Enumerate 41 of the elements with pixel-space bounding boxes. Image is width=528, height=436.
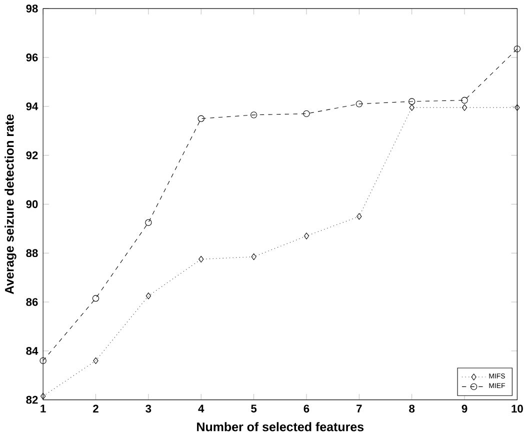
x-tick-label: 3 [146,404,152,413]
x-tick-label: 5 [251,404,257,413]
x-tick-label: 7 [356,404,362,412]
y-tick-label: 84 [26,347,38,355]
y-tick-label: 92 [26,151,38,160]
y-tick-label: 98 [26,4,38,13]
x-tick-label: 1 [40,404,46,412]
y-tick-label: 96 [26,54,38,62]
point [461,96,468,104]
point [40,357,46,364]
point [40,392,46,400]
y-tick-label: 88 [26,249,38,258]
x-tick-label: 9 [462,404,468,413]
x-tick-label: 4 [198,404,204,412]
point [93,357,98,364]
x-tick-label: 2 [93,404,98,413]
point [198,256,204,263]
point [409,104,414,111]
x-tick-label: 6 [304,404,310,413]
point [356,213,362,220]
point [514,46,521,52]
x-tick-label: 10 [512,404,523,413]
y-tick-label: 90 [26,200,38,208]
y-axis-title: Average seizure detection rate [4,114,16,294]
y-tick-label: 94 [26,102,38,110]
y-tick-label: 86 [26,298,38,306]
point [408,98,416,105]
point [514,104,520,111]
point [303,110,310,118]
y-tick-label: 82 [26,396,38,404]
point [304,232,310,240]
point [462,104,468,111]
point [250,112,258,118]
x-axis-title: Number of selected features [197,422,364,432]
point [92,295,100,302]
point [145,219,152,226]
x-tick-label: 8 [409,404,415,413]
point [356,100,362,108]
point [198,115,204,122]
point [251,253,256,260]
point [146,292,152,300]
